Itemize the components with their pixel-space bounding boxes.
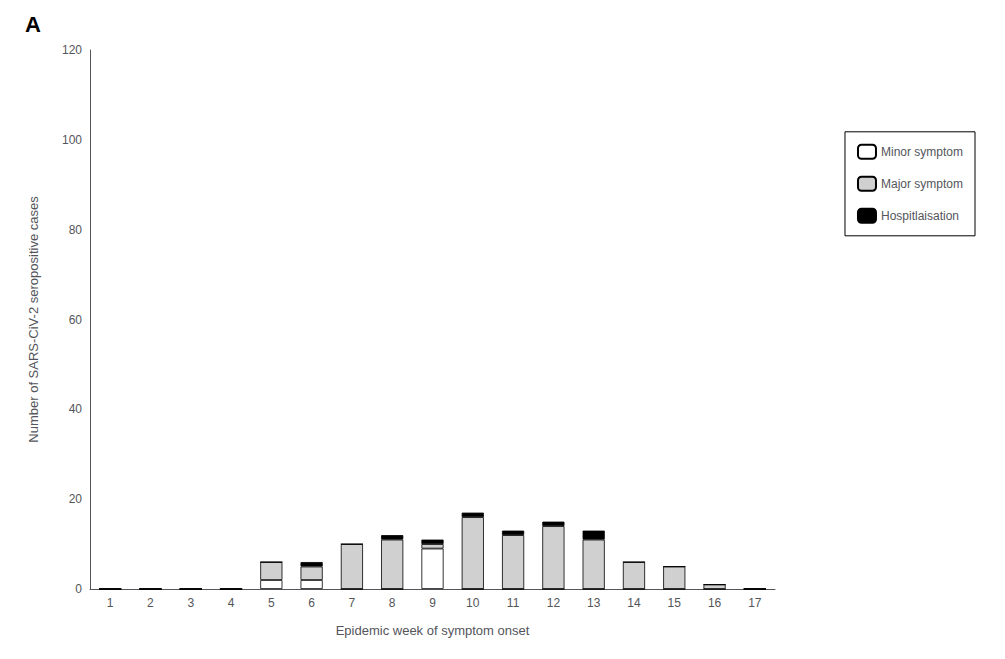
svg-text:120: 120 [62, 43, 82, 57]
svg-text:6: 6 [308, 596, 315, 610]
svg-text:1: 1 [107, 596, 114, 610]
svg-text:Minor symptom: Minor symptom [881, 145, 963, 159]
svg-text:9: 9 [429, 596, 436, 610]
svg-text:60: 60 [69, 313, 83, 327]
svg-text:12: 12 [547, 596, 561, 610]
svg-text:40: 40 [69, 402, 83, 416]
svg-text:4: 4 [228, 596, 235, 610]
svg-text:17: 17 [748, 596, 762, 610]
svg-text:Number of SARS-CiV-2 seroposit: Number of SARS-CiV-2 seropositive cases [26, 196, 41, 443]
svg-text:11: 11 [507, 596, 520, 610]
svg-text:Epidemic week of symptom onset: Epidemic week of symptom onset [336, 623, 530, 638]
svg-text:8: 8 [389, 596, 396, 610]
svg-text:5: 5 [268, 596, 275, 610]
svg-text:Hospitlaisation: Hospitlaisation [881, 209, 959, 223]
svg-text:16: 16 [708, 596, 722, 610]
svg-text:2: 2 [147, 596, 154, 610]
svg-text:20: 20 [69, 492, 83, 506]
svg-text:15: 15 [668, 596, 682, 610]
svg-text:A: A [25, 12, 41, 37]
svg-text:Major symptom: Major symptom [881, 177, 963, 191]
svg-text:3: 3 [187, 596, 194, 610]
svg-text:10: 10 [466, 596, 480, 610]
svg-text:13: 13 [587, 596, 601, 610]
svg-text:100: 100 [62, 133, 82, 147]
svg-text:14: 14 [627, 596, 641, 610]
svg-text:7: 7 [349, 596, 356, 610]
svg-text:0: 0 [75, 582, 82, 596]
svg-text:80: 80 [69, 223, 83, 237]
